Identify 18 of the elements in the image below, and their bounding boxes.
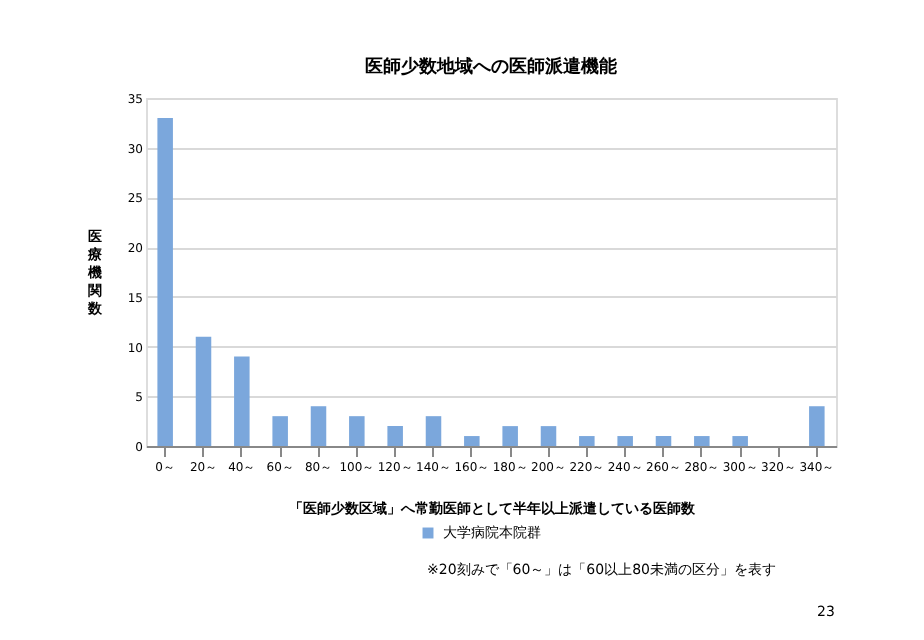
chart-title: 医師少数地域への医師派遣機能	[365, 56, 619, 78]
bar	[310, 406, 327, 446]
bar	[617, 436, 633, 446]
bar	[540, 426, 557, 446]
bar	[464, 436, 480, 446]
bar	[195, 336, 212, 446]
bar	[157, 117, 173, 446]
bar	[694, 436, 710, 446]
bar	[655, 436, 672, 446]
bar	[272, 416, 288, 446]
bar	[502, 426, 518, 446]
bar	[349, 416, 365, 446]
bar	[732, 436, 748, 446]
bar	[809, 406, 825, 446]
bar	[234, 356, 250, 446]
bar	[425, 416, 442, 446]
bar	[579, 436, 595, 446]
bar	[387, 426, 403, 446]
